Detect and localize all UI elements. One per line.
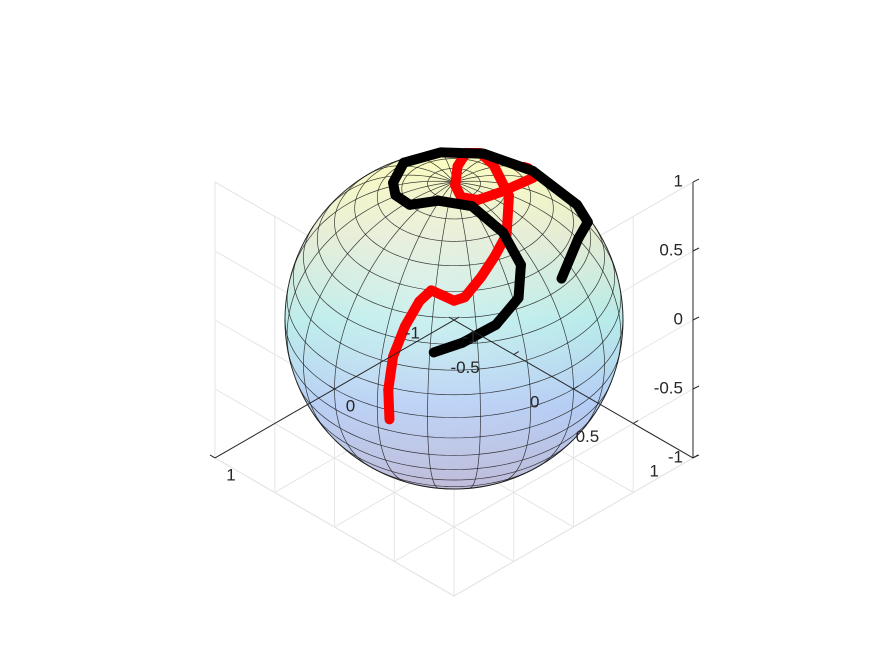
x-tick-label: 1 [226,465,235,484]
trajectory-segment-black [428,337,468,358]
mesh-parallel [313,413,348,445]
z-tick-label: -1 [668,447,683,466]
mesh-parallel [369,466,539,487]
mesh-parallel [335,351,621,439]
mesh-parallel [316,199,358,296]
z-tick-label: 1 [674,171,683,190]
grid-line [394,423,634,562]
x-tick [448,316,455,321]
mesh-parallel [286,288,337,367]
mesh-meridian [453,180,618,277]
mesh-meridian [453,181,574,467]
trajectory-segment-black [435,147,489,159]
mesh-meridian [334,181,455,467]
z-tick [692,316,700,321]
trajectory-segment-red [383,351,399,395]
z-tick-label: 0 [674,309,683,328]
mesh-parallel [340,381,612,456]
trajectory-segment-black [466,201,508,238]
grid-line [274,423,514,562]
grid-line [453,457,694,597]
z-tick [692,247,700,252]
z-tick [692,178,700,183]
mesh-parallel [292,257,341,344]
trajectory-segment-black [433,195,477,212]
y-tick [632,420,639,424]
y-tick [513,351,520,355]
axes: -1 -0.5 0 0.5 1 -1 -0.5 0 0.5 1 -1 0 1 [209,171,700,484]
trajectory-segment-black [398,147,446,168]
mesh-meridian [290,180,455,277]
mesh-parallel [347,413,595,470]
mesh-meridian [427,181,455,489]
y-tick-label: 0 [530,392,539,411]
x-tick [329,385,335,390]
trajectory-segment-black [478,148,538,176]
y-tick-label: 1 [650,461,659,480]
mesh-meridian [453,181,532,483]
mesh-meridian [327,174,455,208]
y-tick-label: 0.5 [576,427,600,446]
x-tick [209,454,216,459]
mesh-meridian [303,181,455,433]
mesh-parallel [303,226,348,320]
z-tick-label: -0.5 [654,378,683,397]
mesh-parallel [334,173,370,272]
y-tick [692,454,699,459]
trajectory-segment-black [490,292,524,330]
trajectory-segment-black [497,227,526,270]
trajectory-segment-black [556,233,584,284]
z-tick [692,385,700,390]
mesh-parallel [287,351,337,411]
x-tick-label: 0 [346,396,355,415]
y-tick-label: -1 [405,324,420,343]
trajectory-segment-black [527,165,583,210]
mesh-meridian [453,181,481,489]
mesh-meridian [286,181,455,364]
trajectory-segment-red [388,321,411,362]
trajectory-segment-black [457,319,501,348]
trajectory-segment-black [513,259,526,303]
z-tick-label: 0.5 [659,240,683,259]
mesh-parallel [296,381,341,429]
x-tick-label: -1 [462,328,477,347]
y-tick [573,385,579,390]
mesh-parallel [335,440,358,458]
y-tick-label: -0.5 [450,358,479,377]
trajectories [383,147,593,425]
trajectory-segment-red [501,190,514,240]
mesh-meridian [376,181,455,483]
mesh-parallel [340,257,616,371]
y-tick [453,316,460,321]
mesh-parallel [284,319,335,390]
mesh-parallel [357,440,573,481]
grid-line [214,457,455,597]
mesh-parallel [418,484,490,490]
